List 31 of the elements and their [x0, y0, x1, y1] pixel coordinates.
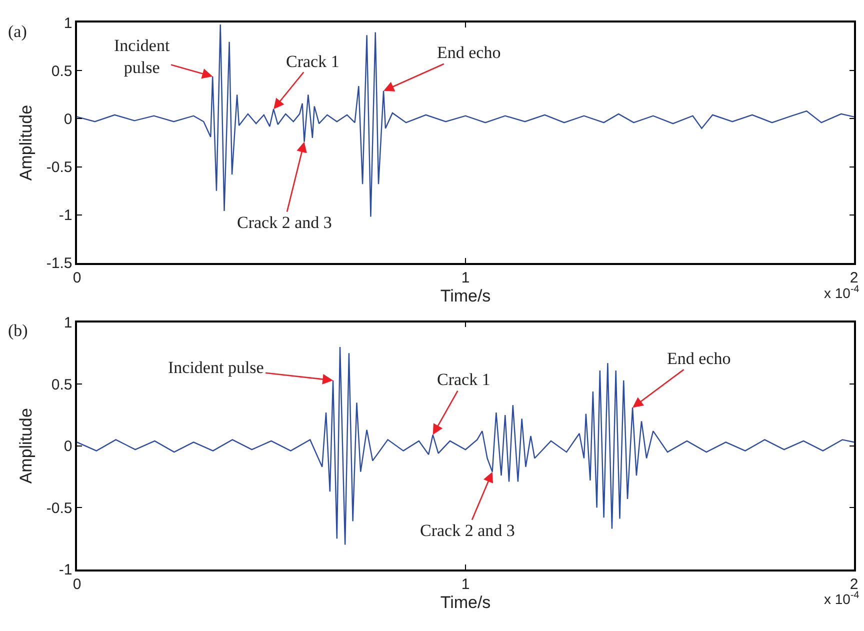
y-tick-label: -1: [58, 207, 72, 224]
y-tick-label: -1: [58, 562, 72, 579]
y-axis-title: Amplitude: [16, 104, 36, 181]
annotation: Incident pulse: [114, 36, 170, 78]
x-axis-title: Time/s: [440, 286, 491, 306]
annotation: End echo: [667, 349, 731, 368]
y-tick-label: 0: [64, 438, 72, 456]
y-tick-label: 1: [64, 14, 72, 32]
x-axis-title: Time/s: [440, 593, 491, 612]
x-tick-label: 1: [461, 576, 470, 594]
text: (b): [8, 321, 28, 340]
text: (a): [8, 22, 27, 41]
y-tick-label: 0.5: [51, 62, 72, 80]
y-tick-label: -0.5: [46, 159, 72, 176]
annotation: Crack 1: [437, 370, 490, 389]
line-series: [77, 346, 854, 546]
y-tick-label: -0.5: [46, 500, 72, 517]
text: x 10$^{-4}$: [824, 284, 860, 301]
annotation: Crack 1: [286, 52, 340, 71]
y-tick-label: 1: [64, 314, 72, 332]
y-tick-label: 0: [64, 110, 72, 128]
y-tick-label: -1.5: [46, 255, 72, 272]
annotation: Crack 2 and 3: [237, 213, 332, 232]
annotation: Incident pulse: [168, 358, 264, 377]
annotation: End echo: [437, 43, 501, 62]
y-tick-label: 0.5: [51, 376, 72, 394]
y-axis-title: Amplitude: [16, 408, 36, 484]
line-series: [77, 24, 854, 218]
x-tick-label: 1: [461, 270, 470, 287]
annotation: Crack 2 and 3: [420, 521, 515, 540]
text: x 10$^{-4}$: [824, 590, 860, 607]
